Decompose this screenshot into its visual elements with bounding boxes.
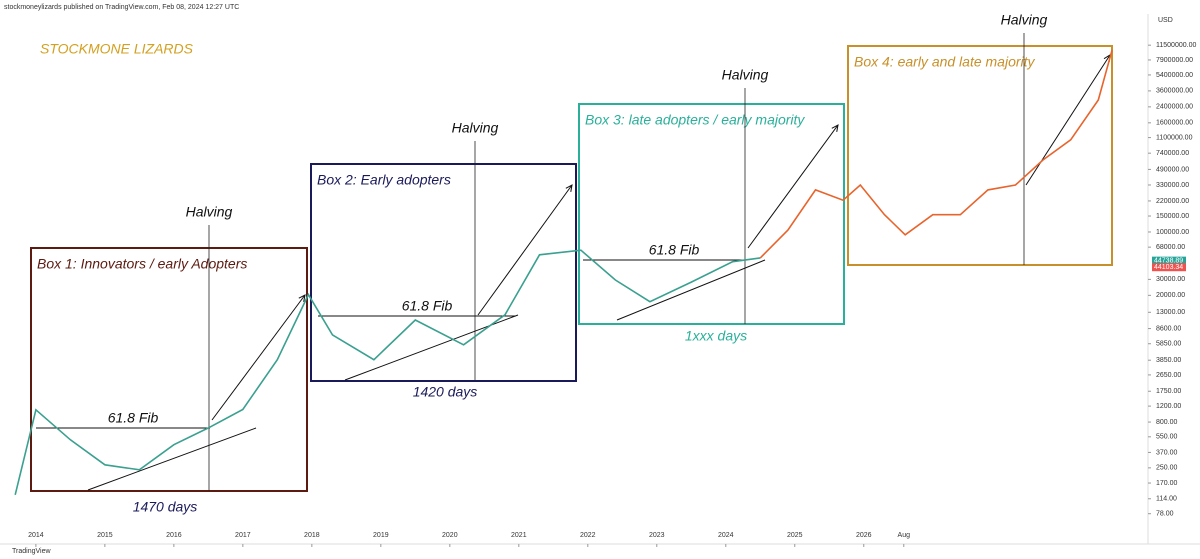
y-tick-label: 370.00 xyxy=(1156,449,1178,456)
x-tick-label: 2015 xyxy=(97,532,113,539)
y-tick-label: 330000.00 xyxy=(1156,182,1189,189)
y-tick-label: 114.00 xyxy=(1156,496,1177,503)
arrow-head xyxy=(565,184,573,192)
halving-label: Halving xyxy=(1001,12,1048,28)
brand: STOCKMONE LIZARDS xyxy=(40,41,194,57)
y-tick-label: 740000.00 xyxy=(1156,150,1189,157)
fib-label: 61.8 Fib xyxy=(649,242,700,258)
y-tick-label: 7900000.00 xyxy=(1156,57,1193,64)
y-tick-label: 5400000.00 xyxy=(1156,72,1193,79)
arrow xyxy=(211,294,306,421)
y-tick-label: 3600000.00 xyxy=(1156,88,1193,95)
y-tick-label: 78.00 xyxy=(1156,511,1174,518)
arrow xyxy=(477,184,573,316)
x-tick-label: 2017 xyxy=(235,532,251,539)
x-tick-label: 2026 xyxy=(856,532,872,539)
y-tick-label: 150000.00 xyxy=(1156,213,1189,220)
arrow-head xyxy=(831,124,839,132)
fib-label: 61.8 Fib xyxy=(108,410,159,426)
y-tick-label: 2650.00 xyxy=(1156,372,1181,379)
halving-label: Halving xyxy=(452,120,499,136)
y-tick-label: 68000.00 xyxy=(1156,244,1185,251)
footer-logo: TradingView xyxy=(12,548,51,555)
price-line xyxy=(14,249,761,495)
arrow xyxy=(747,124,839,249)
fib-label: 61.8 Fib xyxy=(402,298,453,314)
currency: USD xyxy=(1158,17,1173,24)
days-label: 1420 days xyxy=(413,384,478,400)
y-tick-label: 2400000.00 xyxy=(1156,104,1193,111)
arrow-head xyxy=(298,294,306,302)
price-label: 44103.34 xyxy=(1154,264,1183,271)
price-line xyxy=(759,49,1113,259)
x-tick-label: 2023 xyxy=(649,532,665,539)
box-title: Box 3: late adopters / early majority xyxy=(585,112,805,128)
y-tick-label: 20000.00 xyxy=(1156,292,1185,299)
y-tick-label: 1600000.00 xyxy=(1156,120,1193,127)
y-tick-label: 13000.00 xyxy=(1156,309,1185,316)
x-tick-label: 2021 xyxy=(511,532,527,539)
y-tick-label: 8600.00 xyxy=(1156,325,1181,332)
y-tick-label: 1750.00 xyxy=(1156,388,1181,395)
x-tick-label: 2018 xyxy=(304,532,320,539)
y-tick-label: 1200.00 xyxy=(1156,403,1181,410)
publisher-note: stockmoneylizards published on TradingVi… xyxy=(4,4,239,11)
box xyxy=(30,247,308,492)
price-label: 44738.89 xyxy=(1154,257,1183,264)
x-tick-label: 2016 xyxy=(166,532,182,539)
box xyxy=(847,45,1113,266)
halving-label: Halving xyxy=(722,67,769,83)
y-tick-label: 100000.00 xyxy=(1156,229,1189,236)
y-tick-label: 550.00 xyxy=(1156,434,1178,441)
y-tick-label: 490000.00 xyxy=(1156,166,1189,173)
x-tick-label: Aug xyxy=(898,532,911,539)
y-tick-label: 5850.00 xyxy=(1156,341,1181,348)
x-tick-label: 2022 xyxy=(580,532,596,539)
box xyxy=(578,103,845,325)
box xyxy=(310,163,577,382)
y-tick-label: 170.00 xyxy=(1156,480,1178,487)
x-tick-label: 2020 xyxy=(442,532,458,539)
days-label: 1470 days xyxy=(133,499,198,515)
box-title: Box 2: Early adopters xyxy=(317,172,451,188)
price-label-box xyxy=(1152,256,1186,265)
x-tick-label: 2019 xyxy=(373,532,389,539)
box-title: Box 1: Innovators / early Adopters xyxy=(37,256,247,272)
y-tick-label: 3850.00 xyxy=(1156,357,1181,364)
y-tick-label: 1100000.00 xyxy=(1156,134,1193,141)
x-tick-label: 2014 xyxy=(28,532,44,539)
price-label-box xyxy=(1152,263,1186,272)
y-tick-label: 220000.00 xyxy=(1156,198,1189,205)
halving-label: Halving xyxy=(186,204,233,220)
x-tick-label: 2024 xyxy=(718,532,734,539)
trend-line xyxy=(87,427,257,491)
y-tick-label: 30000.00 xyxy=(1156,276,1185,283)
x-tick-label: 2025 xyxy=(787,532,803,539)
trend-line xyxy=(616,259,766,321)
days-label: 1xxx days xyxy=(685,328,747,344)
y-tick-label: 250.00 xyxy=(1156,465,1178,472)
box-title: Box 4: early and late majority xyxy=(854,54,1036,70)
y-tick-label: 800.00 xyxy=(1156,419,1178,426)
y-tick-label: 11500000.00 xyxy=(1156,42,1196,49)
